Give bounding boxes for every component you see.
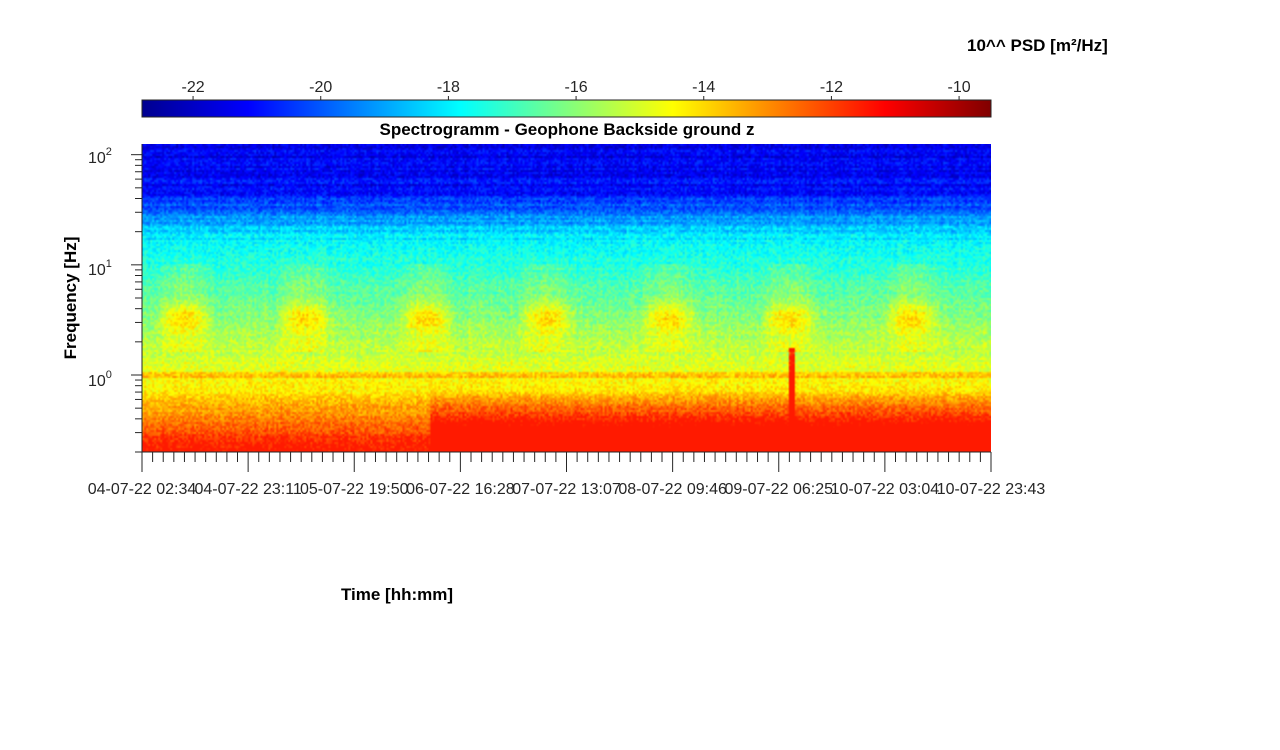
x-tick-label: 04-07-22 23:11 [194, 481, 301, 498]
y-tick-label-100: 102 [88, 146, 112, 167]
x-axis-label: Time [hh:mm] [341, 585, 453, 604]
chart-title: Spectrogramm - Geophone Backside ground … [379, 120, 754, 139]
colorbar-tick-label: -16 [565, 79, 588, 96]
x-axis-ticks [141, 452, 992, 472]
y-tick-label-1: 100 [88, 369, 112, 390]
colorbar-label: 10^^ PSD [m²/Hz] [967, 36, 1108, 55]
x-tick-label: 04-07-22 02:34 [88, 481, 197, 498]
colorbar-tick-label: -20 [309, 79, 332, 96]
colorbar-tick-label: -14 [692, 79, 715, 96]
x-tick-label: 05-07-22 19:50 [300, 481, 409, 498]
y-tick-labels: 100 101 102 [88, 146, 112, 390]
colorbar-tick-label: -22 [182, 79, 205, 96]
colorbar-tick-label: -10 [948, 79, 971, 96]
x-tick-label: 10-07-22 23:43 [937, 481, 1046, 498]
colorbar-ticks: -22 -20 -18 -16 -14 -12 -10 [182, 79, 971, 100]
y-tick-label-10: 101 [88, 258, 112, 279]
x-tick-label: 08-07-22 09:46 [618, 481, 727, 498]
colorbar: -22 -20 -18 -16 -14 -12 -10 [141, 79, 992, 118]
x-tick-label: 06-07-22 16:28 [406, 481, 515, 498]
x-tick-label: 09-07-22 06:25 [724, 481, 833, 498]
x-tick-label: 10-07-22 03:04 [831, 481, 940, 498]
spectrogram-heatmap [142, 144, 991, 452]
colorbar-gradient [141, 99, 992, 118]
y-axis-label: Frequency [Hz] [61, 237, 80, 360]
colorbar-tick-label: -12 [820, 79, 843, 96]
colorbar-tick-label: -18 [437, 79, 460, 96]
x-tick-label: 07-07-22 13:07 [512, 481, 621, 498]
y-axis-ticks [131, 154, 142, 453]
